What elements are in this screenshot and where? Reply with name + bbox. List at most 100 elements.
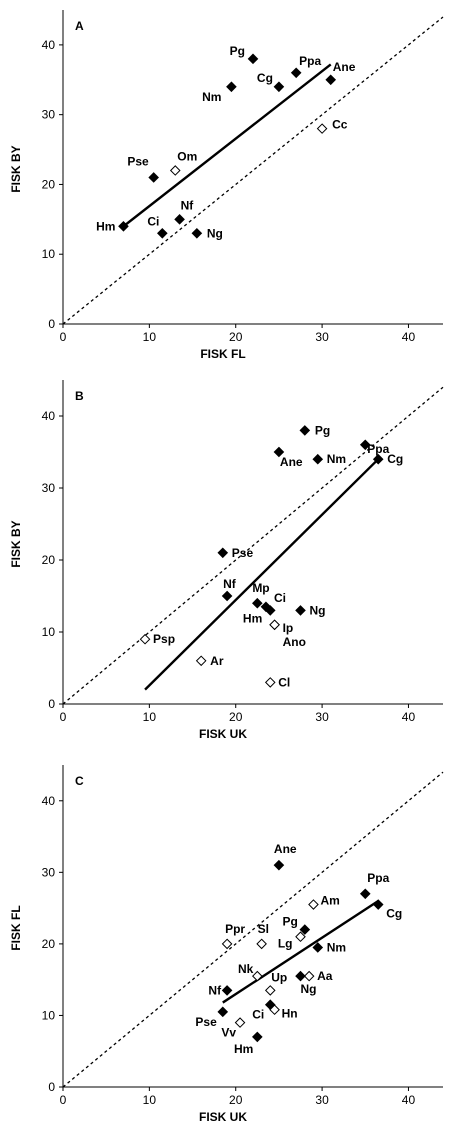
y-tick-label: 0 bbox=[48, 317, 55, 331]
point-label-ppa: Ppa bbox=[367, 871, 389, 885]
point-label-ppa: Ppa bbox=[299, 54, 321, 68]
data-point-psp bbox=[139, 633, 151, 645]
point-label-pse: Pse bbox=[195, 1015, 217, 1029]
x-tick-label: 0 bbox=[60, 330, 67, 344]
point-label-ane: Ane bbox=[274, 842, 297, 856]
data-point-sl bbox=[256, 938, 267, 950]
point-label-pse: Pse bbox=[127, 154, 149, 168]
data-point-ng bbox=[295, 970, 306, 982]
point-label-ng: Ng bbox=[207, 226, 223, 240]
point-label-cg: Cg bbox=[387, 452, 403, 466]
data-point-am bbox=[308, 899, 319, 910]
panel-B: 0 10 20 30 40 0 10 20 30 40 FISK UK FISK BY B Pg Ppa An… bbox=[9, 380, 444, 741]
y-tick-label: 10 bbox=[42, 247, 56, 261]
data-point-ppa bbox=[290, 67, 302, 79]
point-label-vv: Vv bbox=[221, 1026, 236, 1040]
point-label-ane: Ane bbox=[333, 60, 356, 74]
point-label-nm: Nm bbox=[327, 452, 346, 466]
data-point-ane bbox=[273, 859, 285, 871]
point-label-ppa: Ppa bbox=[367, 442, 389, 456]
y-tick-label: 20 bbox=[42, 177, 56, 191]
point-label-cl: Cl bbox=[278, 675, 290, 689]
point-label-aa: Aa bbox=[317, 969, 333, 983]
data-point-ppr bbox=[221, 938, 233, 950]
point-label-ci: Ci bbox=[147, 214, 159, 228]
point-label-hm: Hm bbox=[96, 219, 115, 233]
x-tick-label: 10 bbox=[143, 330, 157, 344]
x-tick-label: 20 bbox=[229, 710, 243, 724]
point-label-nm: Nm bbox=[202, 90, 221, 104]
trend-line bbox=[122, 63, 332, 228]
data-point-cc bbox=[316, 123, 328, 134]
point-label-hn: Hn bbox=[282, 1007, 298, 1021]
point-label-nf: Nf bbox=[181, 198, 195, 212]
y-tick-label: 40 bbox=[42, 38, 56, 52]
panel-label: A bbox=[75, 19, 84, 33]
data-point-hm bbox=[264, 605, 276, 616]
panel-C: 0 10 20 30 40 0 10 20 30 40 FISK UK FISK FL C Ane Ppa C… bbox=[9, 765, 444, 1124]
point-label-cg: Cg bbox=[386, 907, 402, 921]
data-point-hm bbox=[252, 1031, 263, 1043]
x-tick-label: 20 bbox=[229, 1093, 243, 1107]
point-label-om: Om bbox=[177, 149, 197, 163]
data-point-cl bbox=[264, 677, 276, 688]
point-label-ng: Ng bbox=[301, 982, 317, 996]
data-point-ng bbox=[191, 227, 203, 239]
data-point-pg bbox=[299, 425, 311, 436]
data-point-nk bbox=[252, 970, 263, 982]
data-point-ppa bbox=[359, 439, 371, 451]
data-point-ppa bbox=[359, 888, 371, 900]
y-axis-label: FISK FL bbox=[9, 905, 23, 950]
point-label-ci: Ci bbox=[274, 591, 286, 605]
point-label-nf: Nf bbox=[223, 577, 237, 591]
point-label-psp: Psp bbox=[153, 632, 175, 646]
point-label-cc: Cc bbox=[332, 118, 348, 132]
x-tick-label: 30 bbox=[315, 330, 329, 344]
y-tick-label: 20 bbox=[42, 553, 56, 567]
data-point-ane bbox=[273, 446, 285, 458]
data-point-ano bbox=[269, 619, 280, 631]
panel-label: B bbox=[75, 389, 84, 403]
x-tick-label: 40 bbox=[402, 330, 416, 344]
point-label-am: Am bbox=[320, 894, 339, 908]
point-label-ane: Ane bbox=[280, 455, 303, 469]
data-point-cg bbox=[273, 81, 285, 93]
data-point-nm bbox=[226, 81, 237, 93]
data-point-nf bbox=[221, 985, 233, 996]
data-point-vv bbox=[234, 1017, 246, 1028]
y-tick-label: 10 bbox=[42, 625, 56, 639]
data-point-ci bbox=[157, 227, 168, 239]
point-label-nf: Nf bbox=[208, 983, 222, 997]
point-label-ip: Ip bbox=[283, 621, 294, 635]
identity-line bbox=[62, 386, 444, 705]
y-tick-label: 0 bbox=[48, 1080, 55, 1094]
point-label-ng: Ng bbox=[310, 603, 326, 617]
trend-line bbox=[222, 899, 379, 1004]
point-label-pg: Pg bbox=[282, 915, 297, 929]
x-tick-label: 40 bbox=[402, 710, 416, 724]
data-point-ane bbox=[325, 74, 337, 86]
point-label-nm: Nm bbox=[327, 940, 346, 954]
data-point-pg bbox=[299, 924, 311, 935]
point-label-hm: Hm bbox=[243, 611, 262, 625]
identity-line bbox=[62, 771, 444, 1088]
y-tick-label: 20 bbox=[42, 937, 56, 951]
data-point-mp bbox=[252, 597, 263, 609]
data-point-ar bbox=[195, 655, 207, 667]
x-tick-label: 10 bbox=[143, 710, 157, 724]
data-point-nm bbox=[312, 942, 324, 953]
point-label-mp: Mp bbox=[252, 581, 269, 595]
data-point-pse bbox=[217, 547, 229, 559]
y-tick-label: 0 bbox=[48, 697, 55, 711]
x-tick-label: 0 bbox=[60, 710, 67, 724]
data-point-pse bbox=[148, 172, 159, 183]
data-point-lg bbox=[295, 931, 306, 943]
trend-line bbox=[144, 458, 380, 691]
x-axis-label: FISK UK bbox=[199, 727, 247, 741]
point-label-up: Up bbox=[271, 970, 287, 984]
x-axis-label: FISK UK bbox=[199, 1110, 247, 1124]
data-point-aa bbox=[303, 970, 315, 982]
point-label-pg: Pg bbox=[315, 423, 330, 437]
data-point-nf bbox=[221, 590, 233, 602]
point-label-pse: Pse bbox=[232, 546, 254, 560]
